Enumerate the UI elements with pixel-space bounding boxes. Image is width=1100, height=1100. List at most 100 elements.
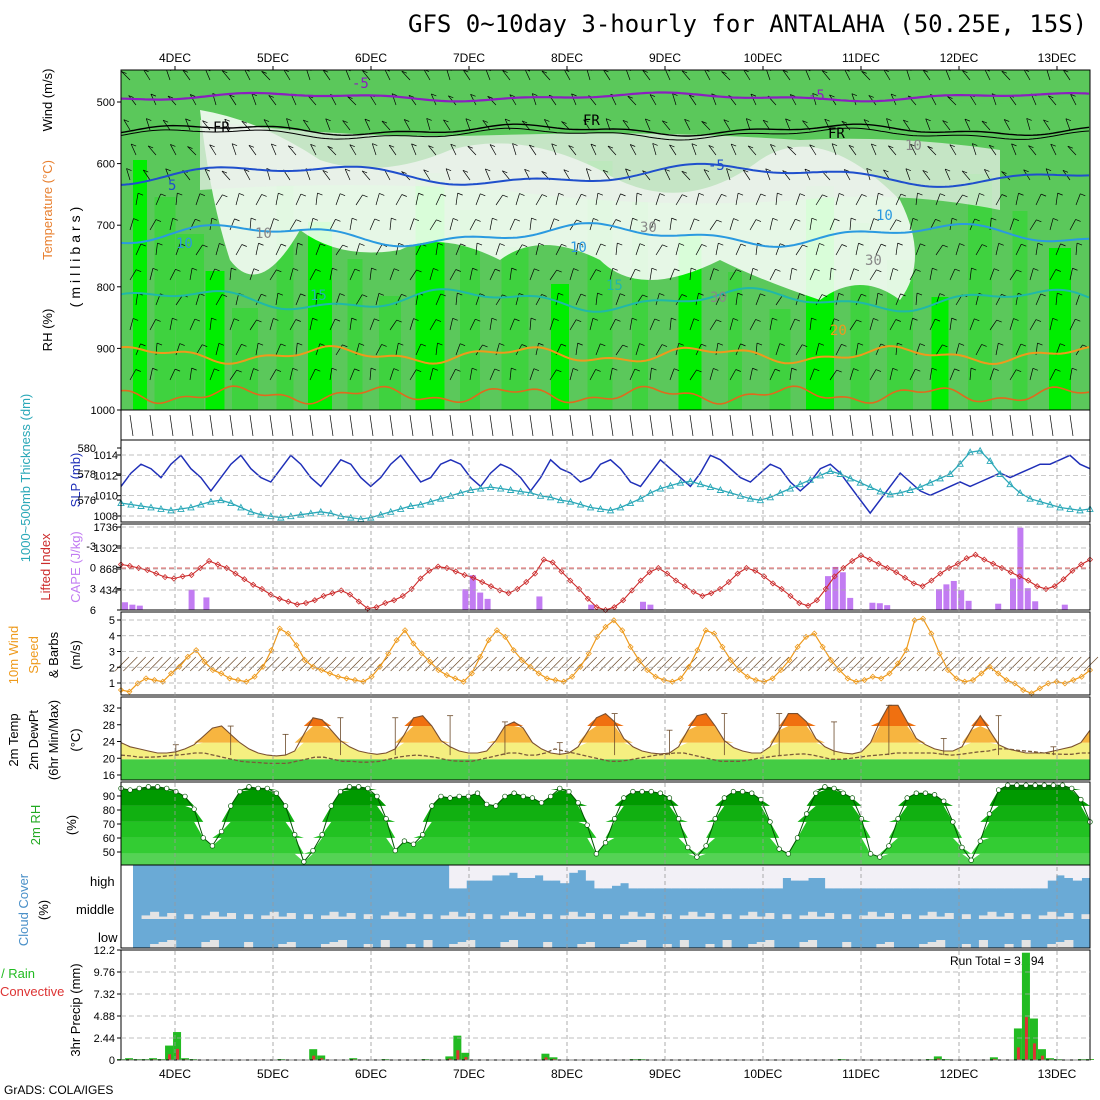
rh-point <box>685 844 691 851</box>
wind-barb-flag <box>607 145 614 149</box>
wind-barb <box>964 118 971 131</box>
wind10-point <box>301 657 308 664</box>
wind-barb-flag <box>1045 168 1052 171</box>
rh-point <box>666 795 673 801</box>
wind-barb <box>189 318 196 331</box>
wind-barb <box>709 368 714 381</box>
wind-barb-flag <box>602 169 609 173</box>
wind-barb <box>1055 293 1058 306</box>
wind10-barb <box>373 656 389 672</box>
wind-barb-flag <box>391 217 397 221</box>
wind-barb-flag <box>172 217 178 221</box>
wind-barb-flag <box>664 168 670 172</box>
cloud-low-cell <box>329 942 339 948</box>
wind10-barb <box>833 656 848 672</box>
wind-barb <box>1070 94 1077 106</box>
cloud-high-cell <box>756 865 766 889</box>
wind-barb <box>649 368 652 381</box>
wind10-point <box>443 672 450 679</box>
thickness-point <box>916 483 924 491</box>
thickness-point <box>227 499 235 507</box>
wind10-barb <box>148 656 163 672</box>
wind-barb-flag <box>317 192 323 196</box>
wind-barb <box>269 269 277 281</box>
wind-barb <box>775 343 781 356</box>
cloud-mid-cell <box>585 913 595 919</box>
wind10-point <box>669 678 676 685</box>
wind-barb-flag <box>698 292 704 296</box>
wind-barb-flag <box>871 143 877 147</box>
cape-bar <box>958 590 965 610</box>
wind-barb-flag <box>620 193 626 197</box>
wind-barb <box>329 368 333 381</box>
wind-barb-flag <box>622 119 629 123</box>
wind-barb-flag <box>278 192 284 196</box>
cape-ytick: 434 <box>100 585 118 597</box>
wind-barb-flag <box>698 193 705 196</box>
wind10-point <box>560 678 567 685</box>
wind10-point <box>936 650 943 657</box>
wind-barb-flag <box>619 293 626 297</box>
upper-ytick: 800 <box>97 282 115 294</box>
wind10-point <box>786 657 793 664</box>
wind-barb <box>755 293 761 306</box>
thickness-point <box>406 502 415 509</box>
wind-barb-flag <box>737 292 743 296</box>
rh-point <box>630 788 636 795</box>
cape-bar <box>965 600 972 610</box>
wind-barb <box>729 218 734 231</box>
wind-barb-flag <box>1059 343 1066 347</box>
wind-barb <box>730 143 737 156</box>
wind-barb <box>729 318 734 331</box>
cloud-mid-cell <box>884 913 894 919</box>
precip-conv-bar <box>168 1054 172 1060</box>
wind-barb <box>1062 70 1071 81</box>
wind-barb-flag <box>300 193 307 197</box>
wind-barb-flag <box>465 118 472 122</box>
wind-barb <box>935 193 941 206</box>
precip-total-bar <box>181 1058 190 1060</box>
surface-barb <box>529 414 534 437</box>
wind-barb-flag <box>551 143 557 147</box>
wind-barb-flag <box>951 317 957 321</box>
wind-barb-flag <box>1060 243 1066 247</box>
wind-barb <box>829 318 835 331</box>
wind-barb <box>531 93 537 106</box>
cloud-low-cell <box>662 944 672 948</box>
cloud-high-cell <box>637 865 647 889</box>
wind-barb-flag <box>573 268 579 271</box>
lifted-point <box>364 605 371 612</box>
cape-bar <box>136 605 143 610</box>
lifted-point <box>461 571 468 579</box>
wind10-barb <box>290 656 305 672</box>
wind-barb <box>149 368 153 381</box>
wind-barb <box>571 93 577 106</box>
cloud-high-cell <box>611 865 621 886</box>
wind-barb <box>922 170 931 181</box>
lifted-point <box>197 564 204 572</box>
wind-barb <box>1029 219 1037 231</box>
wind10-barb <box>808 656 823 672</box>
wind10-barb <box>114 656 130 672</box>
lifted-point <box>267 591 274 598</box>
wind-barb <box>715 293 722 306</box>
wind10-barb <box>615 656 631 672</box>
rh-band <box>121 805 1090 822</box>
wind-barb-flag <box>822 70 828 74</box>
wind10-point <box>685 663 693 670</box>
wind-barb <box>688 94 697 106</box>
contour-label: 30 <box>640 220 657 236</box>
wind-barb <box>166 70 171 81</box>
surface-barb <box>229 414 234 437</box>
wind10-barb <box>599 656 614 672</box>
cloud-low-cell <box>423 940 433 948</box>
surface-barb <box>929 414 934 437</box>
lifted-point <box>258 585 266 593</box>
wind-barb <box>955 343 960 356</box>
rh-point <box>209 843 216 849</box>
wind-barb-flag <box>1016 369 1022 373</box>
cloud-mid-cell <box>859 915 869 919</box>
wind-barb <box>622 120 631 131</box>
precip-total-bar <box>461 1052 470 1060</box>
wind-barb <box>949 144 957 156</box>
